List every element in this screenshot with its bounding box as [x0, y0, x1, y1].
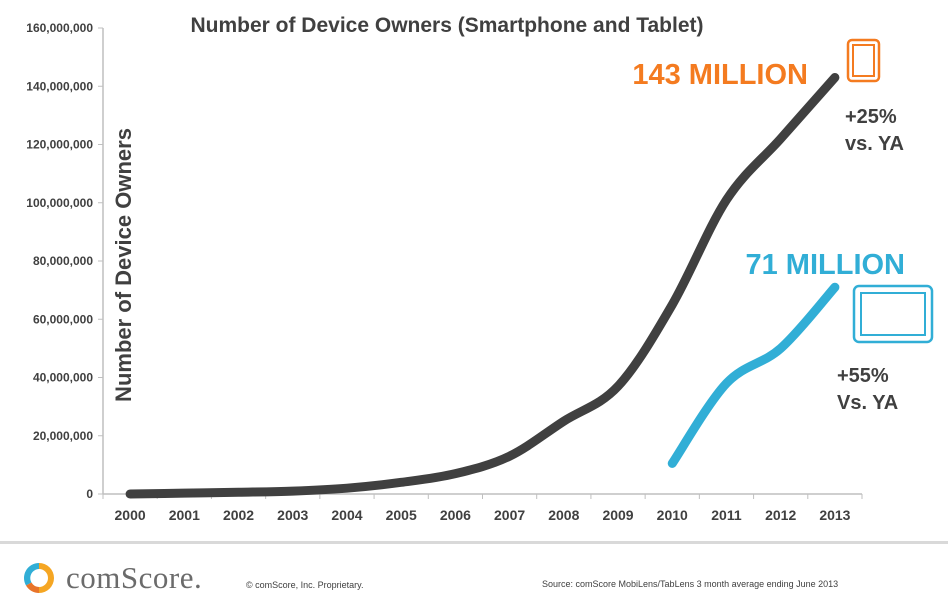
series-group	[125, 73, 840, 499]
x-tick-label: 2012	[765, 507, 796, 523]
x-tick-label: 2013	[819, 507, 850, 523]
footer-divider	[0, 541, 948, 544]
y-tick-label: 40,000,000	[33, 371, 93, 385]
x-tick-label: 2002	[223, 507, 254, 523]
x-tick-label: 2003	[277, 507, 308, 523]
comscore-logo-icon	[23, 563, 54, 593]
smartphone-total-label: 143 MILLION	[632, 59, 808, 91]
y-tick-label: 0	[86, 487, 93, 501]
y-axis-label: Number of Device Owners	[111, 128, 136, 402]
tablet-growth-label: +55%	[837, 365, 889, 387]
series-line-tablet	[667, 282, 840, 468]
brand-name: comScore.	[66, 560, 203, 595]
x-tick-label: 2004	[331, 507, 362, 523]
y-ticks: 0 20,000,000 40,000,000 60,000,000 80,000,00…	[26, 21, 103, 501]
x-tick-label: 2005	[386, 507, 417, 523]
tablet-total-label: 71 MILLION	[745, 249, 905, 281]
y-tick-label: 20,000,000	[33, 429, 93, 443]
copyright-text: © comScore, Inc. Proprietary.	[246, 580, 364, 590]
y-tick-label: 60,000,000	[33, 312, 93, 326]
smartphone-icon	[846, 38, 881, 83]
x-tick-label: 2007	[494, 507, 525, 523]
smartphone-growth-sub: vs. YA	[845, 133, 904, 155]
series-line-smartphone	[125, 73, 840, 499]
source-text: Source: comScore MobiLens/TabLens 3 mont…	[542, 579, 839, 589]
x-tick-label: 2010	[657, 507, 688, 523]
x-tick-label: 2000	[115, 507, 146, 523]
x-tick-label: 2008	[548, 507, 579, 523]
y-tick-label: 100,000,000	[26, 196, 93, 210]
line-chart: Number of Device Owners (Smartphone and …	[26, 14, 934, 523]
smartphone-growth-label: +25%	[845, 106, 897, 128]
y-tick-label: 140,000,000	[26, 79, 93, 93]
y-tick-label: 120,000,000	[26, 138, 93, 152]
y-tick-label: 80,000,000	[33, 254, 93, 268]
x-tick-label: 2011	[711, 507, 742, 523]
x-tick-label: 2009	[602, 507, 633, 523]
chart-title: Number of Device Owners (Smartphone and …	[190, 14, 703, 37]
y-tick-label: 160,000,000	[26, 21, 93, 35]
x-tick-label: 2001	[169, 507, 200, 523]
x-tick-label: 2006	[440, 507, 471, 523]
tablet-growth-sub: Vs. YA	[837, 392, 898, 414]
x-ticks: 2000 2001 2002 2003 2004 2005 2006 2007 2008 2009…	[102, 494, 863, 523]
tablet-icon	[852, 284, 934, 344]
